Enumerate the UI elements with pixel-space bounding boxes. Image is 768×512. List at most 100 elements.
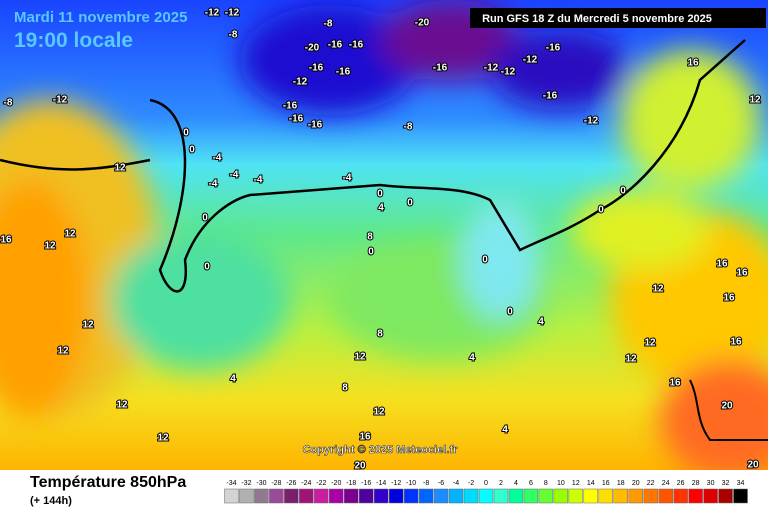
contour-label: -16 — [283, 101, 298, 112]
scale-tick-label: -10 — [406, 480, 416, 487]
contour-label: 12 — [644, 338, 656, 349]
run-info: Run GFS 18 Z du Mercredi 5 novembre 2025 — [482, 13, 712, 25]
contour-label: -16 — [349, 40, 364, 51]
scale-tick-label: 28 — [692, 480, 700, 487]
forecast-date: Mardi 11 novembre 2025 — [14, 9, 187, 26]
contour-label: 16 — [716, 259, 728, 270]
scale-swatch — [403, 488, 419, 504]
scale-tick-label: 32 — [722, 480, 730, 487]
scale-swatch — [553, 488, 569, 504]
scale-swatch — [418, 488, 434, 504]
contour-label: -12 — [523, 55, 538, 66]
footer-lead: (+ 144h) — [30, 495, 72, 507]
contour-label: -12 — [225, 8, 240, 19]
contour-label: -16 — [546, 43, 561, 54]
contour-label: 0 — [377, 189, 383, 200]
contour-label: 12 — [114, 163, 126, 174]
contour-label: -12 — [293, 77, 308, 88]
contour-label: 0 — [407, 198, 413, 209]
zero-isotherm — [149, 39, 746, 293]
scale-tick-label: 8 — [544, 480, 548, 487]
scale-swatch — [448, 488, 464, 504]
contour-label: 0 — [183, 128, 189, 139]
contour-label: -8 — [4, 98, 13, 109]
scale-tick-label: 6 — [529, 480, 533, 487]
contour-label: -12 — [53, 95, 68, 106]
scale-tick-label: 34 — [737, 480, 745, 487]
contour-label: 4 — [230, 374, 236, 385]
scale-tick-label: 18 — [617, 480, 625, 487]
contour-label: -16 — [433, 63, 448, 74]
scale-tick-label: 12 — [572, 480, 580, 487]
scale-tick-label: 2 — [499, 480, 503, 487]
contour-label: -12 — [484, 63, 499, 74]
scale-swatch — [373, 488, 389, 504]
contour-label: -12 — [501, 67, 516, 78]
contour-label: 12 — [157, 433, 169, 444]
contour-label: -16 — [543, 91, 558, 102]
run-box — [470, 8, 766, 28]
scale-tick-label: 26 — [677, 480, 685, 487]
scale-tick-label: -24 — [301, 480, 311, 487]
scale-swatch — [433, 488, 449, 504]
isotherm — [689, 379, 768, 441]
contour-label: 20 — [721, 401, 733, 412]
contour-label: -4 — [230, 170, 239, 181]
contour-label: 0 — [204, 262, 210, 273]
scale-swatch — [344, 488, 359, 504]
contour-label: 0 — [189, 145, 195, 156]
temperature-field — [0, 0, 768, 480]
contour-label: -12 — [205, 8, 220, 19]
contour-label: 16 — [723, 293, 735, 304]
scale-swatch — [329, 488, 344, 504]
scale-tick-label: 16 — [602, 480, 610, 487]
contour-label: -4 — [213, 153, 222, 164]
contour-label: -4 — [209, 179, 218, 190]
scale-swatch — [673, 488, 688, 504]
scale-tick-label: 20 — [632, 480, 640, 487]
contour-label: -16 — [328, 40, 343, 51]
contour-label: 16 — [736, 268, 748, 279]
scale-swatch — [478, 488, 494, 504]
scale-tick-label: 30 — [707, 480, 715, 487]
contour-label: 12 — [64, 229, 76, 240]
contour-label: 12 — [354, 352, 366, 363]
contour-label: -20 — [415, 18, 430, 29]
contour-label: -12 — [584, 116, 599, 127]
scale-tick-label: -28 — [271, 480, 281, 487]
scale-tick-label: -2 — [468, 480, 474, 487]
contour-label: 0 — [482, 255, 488, 266]
contour-label: -8 — [324, 19, 333, 30]
scale-swatch — [718, 488, 733, 504]
contour-label: 0 — [507, 307, 513, 318]
scale-tick-label: 4 — [514, 480, 518, 487]
scale-swatch — [314, 488, 329, 504]
scale-tick-label: -26 — [286, 480, 296, 487]
contour-label: 0 — [620, 186, 626, 197]
scale-tick-label: -6 — [438, 480, 444, 487]
contour-label: -16 — [336, 67, 351, 78]
scale-tick-label: -22 — [316, 480, 326, 487]
scale-swatch — [733, 488, 748, 504]
scale-swatch — [493, 488, 509, 504]
scale-tick-label: 14 — [587, 480, 595, 487]
contour-label: 12 — [373, 407, 385, 418]
scale-tick-label: -18 — [346, 480, 356, 487]
scale-swatch — [628, 488, 643, 504]
scale-tick-label: -30 — [256, 480, 266, 487]
contour-label: 12 — [82, 320, 94, 331]
contour-label: 4 — [378, 203, 384, 214]
scale-tick-label: 24 — [662, 480, 670, 487]
scale-swatch — [538, 488, 554, 504]
contour-label: 12 — [652, 284, 664, 295]
contour-label: -8 — [404, 122, 413, 133]
scale-swatch — [284, 488, 299, 504]
scale-swatch — [463, 488, 479, 504]
contour-label: -8 — [229, 30, 238, 41]
contour-label: 16 — [687, 58, 699, 69]
contour-label: 16 — [730, 337, 742, 348]
contour-label: 4 — [502, 425, 508, 436]
scale-tick-label: -14 — [376, 480, 386, 487]
isotherm — [0, 158, 151, 171]
